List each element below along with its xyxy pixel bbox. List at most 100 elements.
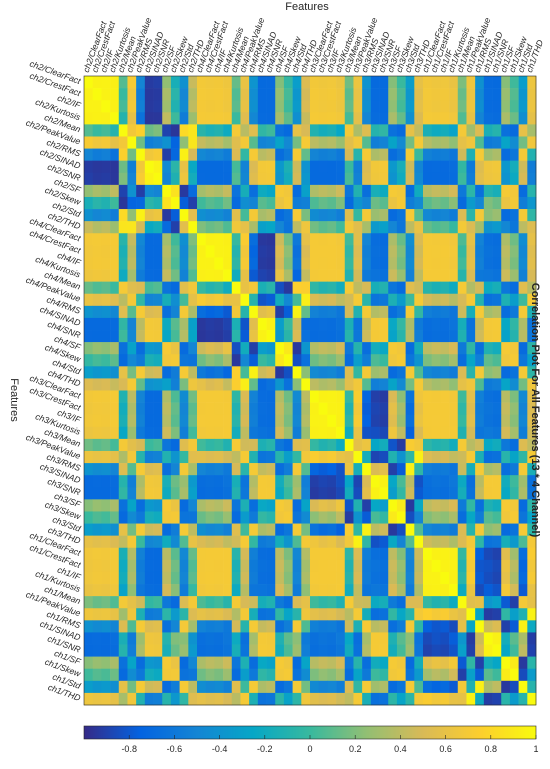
heatmap-cell <box>136 233 146 246</box>
heatmap-cell <box>188 245 198 258</box>
heatmap-cell <box>457 644 467 657</box>
heatmap-cell <box>301 402 311 415</box>
heatmap-cell <box>449 148 459 161</box>
heatmap-cell <box>449 390 459 403</box>
heatmap-cell <box>92 680 102 694</box>
heatmap-cell <box>231 426 241 440</box>
heatmap-cell <box>527 88 537 101</box>
heatmap-cell <box>475 317 485 331</box>
heatmap-cell <box>423 184 432 198</box>
heatmap-cell <box>205 463 215 476</box>
heatmap-cell <box>92 221 102 234</box>
heatmap-cell <box>370 281 380 295</box>
heatmap-cell <box>214 317 224 331</box>
heatmap-cell <box>336 390 346 403</box>
heatmap-cell <box>231 257 241 270</box>
heatmap-cell <box>518 293 528 307</box>
heatmap-cell <box>457 608 467 621</box>
heatmap-cell <box>423 257 432 270</box>
heatmap-cell <box>336 184 346 198</box>
heatmap-cell <box>527 221 537 234</box>
heatmap-cell <box>188 330 198 343</box>
heatmap-cell <box>144 414 154 428</box>
heatmap-cell <box>344 499 354 512</box>
heatmap-cell <box>466 608 476 621</box>
heatmap-cell <box>223 281 233 295</box>
heatmap-cell <box>396 196 406 210</box>
heatmap-cell <box>84 160 93 174</box>
heatmap-cell <box>275 148 285 161</box>
heatmap-cell <box>466 196 476 210</box>
heatmap-cell <box>475 463 485 476</box>
heatmap-cell <box>214 390 224 403</box>
heatmap-cell <box>431 608 441 621</box>
heatmap-cell <box>518 487 528 500</box>
heatmap-cell <box>509 523 519 536</box>
heatmap-cell <box>231 136 241 149</box>
heatmap-cell <box>188 196 198 210</box>
heatmap-cell <box>136 584 146 597</box>
heatmap-cell <box>110 608 120 621</box>
heatmap-cell <box>153 535 163 549</box>
heatmap-cell <box>84 596 93 609</box>
heatmap-cell <box>405 342 415 355</box>
heatmap-cell <box>240 559 250 573</box>
heatmap-cell <box>153 342 163 355</box>
heatmap-cell <box>144 547 154 561</box>
heatmap-cell <box>179 196 189 210</box>
heatmap-cell <box>223 571 233 585</box>
heatmap-cell <box>223 390 233 403</box>
heatmap-cell <box>509 281 519 295</box>
heatmap-cell <box>301 305 311 319</box>
heatmap-cell <box>501 487 511 500</box>
heatmap-cell <box>188 354 198 367</box>
heatmap-cell <box>92 511 102 524</box>
heatmap-cell <box>257 269 267 282</box>
heatmap-cell <box>405 644 415 657</box>
heatmap-cell <box>275 233 285 246</box>
heatmap-cell <box>414 366 424 379</box>
heatmap-cell <box>170 644 180 657</box>
heatmap-cell <box>344 293 354 307</box>
heatmap-cell <box>370 257 380 270</box>
heatmap-cell <box>188 112 198 125</box>
heatmap-cell <box>92 584 102 597</box>
heatmap-cell <box>353 88 363 101</box>
heatmap-cell <box>223 76 233 89</box>
heatmap-cell <box>257 209 267 222</box>
heatmap-cell <box>292 426 302 440</box>
heatmap-cell <box>101 475 111 488</box>
heatmap-cell <box>84 414 93 428</box>
heatmap-cell <box>92 160 102 174</box>
heatmap-cell <box>527 136 537 149</box>
heatmap-cell <box>240 196 250 210</box>
heatmap-cell <box>257 644 267 657</box>
heatmap-cell <box>431 390 441 403</box>
heatmap-cell <box>283 632 293 645</box>
heatmap-cell <box>283 438 293 452</box>
heatmap-cell <box>362 402 372 415</box>
heatmap-cell <box>205 402 215 415</box>
heatmap-cell <box>527 692 537 706</box>
heatmap-cell <box>388 100 398 113</box>
heatmap-cell <box>101 523 111 536</box>
heatmap-cell <box>353 209 363 222</box>
heatmap-cell <box>344 184 354 198</box>
heatmap-cell <box>292 378 302 391</box>
heatmap-cell <box>240 209 250 222</box>
heatmap-cell <box>379 620 389 633</box>
heatmap-cell <box>231 644 241 657</box>
heatmap-cell <box>231 76 241 89</box>
heatmap-cell <box>118 148 128 161</box>
heatmap-cell <box>475 584 485 597</box>
heatmap-cell <box>179 547 189 561</box>
heatmap-cell <box>457 499 467 512</box>
heatmap-cell <box>170 402 180 415</box>
heatmap-cell <box>275 354 285 367</box>
heatmap-cell <box>423 330 432 343</box>
heatmap-cell <box>118 680 128 694</box>
heatmap-cell <box>275 112 285 125</box>
heatmap-cell <box>223 88 233 101</box>
heatmap-cell <box>414 172 424 186</box>
heatmap-cell <box>449 656 459 670</box>
